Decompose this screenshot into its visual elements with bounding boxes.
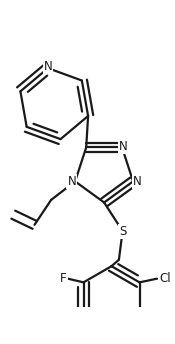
Text: N: N xyxy=(133,175,142,188)
Text: Cl: Cl xyxy=(159,272,170,285)
Text: F: F xyxy=(60,272,67,285)
Text: N: N xyxy=(119,140,127,153)
Text: N: N xyxy=(44,60,52,73)
Text: S: S xyxy=(119,225,126,238)
Text: N: N xyxy=(67,175,76,188)
